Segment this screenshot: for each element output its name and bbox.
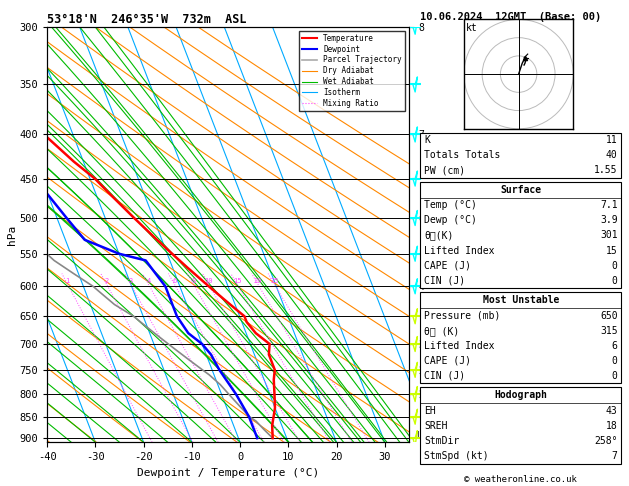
Text: Hodograph: Hodograph [494,390,547,400]
Text: 6: 6 [172,278,177,284]
X-axis label: Dewpoint / Temperature (°C): Dewpoint / Temperature (°C) [137,468,319,478]
Text: 20: 20 [253,278,262,284]
Text: 315: 315 [600,326,618,336]
Text: kt: kt [466,23,478,33]
Y-axis label: km
ASL: km ASL [439,226,460,243]
Text: 301: 301 [600,230,618,241]
Text: 53°18'N  246°35'W  732m  ASL: 53°18'N 246°35'W 732m ASL [47,13,247,26]
Text: 10.06.2024  12GMT  (Base: 00): 10.06.2024 12GMT (Base: 00) [420,12,601,22]
Text: Totals Totals: Totals Totals [424,150,500,160]
Y-axis label: hPa: hPa [7,225,16,244]
Text: 0: 0 [612,276,618,286]
Text: 0: 0 [612,356,618,366]
Text: StmSpd (kt): StmSpd (kt) [424,451,489,461]
Text: CAPE (J): CAPE (J) [424,260,471,271]
Text: θᴄ (K): θᴄ (K) [424,326,459,336]
Text: 8: 8 [191,278,196,284]
Text: K: K [424,135,430,145]
Text: LCL: LCL [416,431,431,440]
Text: Most Unstable: Most Unstable [482,295,559,305]
Text: θᴄ(K): θᴄ(K) [424,230,454,241]
Text: 25: 25 [270,278,279,284]
Text: 6: 6 [612,341,618,351]
Text: 40: 40 [606,150,618,160]
Text: SREH: SREH [424,421,447,431]
Text: EH: EH [424,406,436,416]
Text: Temp (°C): Temp (°C) [424,200,477,210]
Text: Pressure (mb): Pressure (mb) [424,311,500,321]
Text: Surface: Surface [500,185,542,195]
Legend: Temperature, Dewpoint, Parcel Trajectory, Dry Adiabat, Wet Adiabat, Isotherm, Mi: Temperature, Dewpoint, Parcel Trajectory… [299,31,405,111]
Text: CAPE (J): CAPE (J) [424,356,471,366]
Text: PW (cm): PW (cm) [424,165,465,175]
Text: 15: 15 [233,278,242,284]
Text: 3: 3 [129,278,133,284]
Text: 1: 1 [65,278,70,284]
Text: 0: 0 [612,371,618,381]
Text: Dewp (°C): Dewp (°C) [424,215,477,226]
Text: 7: 7 [612,451,618,461]
Text: 1.55: 1.55 [594,165,618,175]
Text: 258°: 258° [594,436,618,446]
Text: 650: 650 [600,311,618,321]
Text: 43: 43 [606,406,618,416]
Text: StmDir: StmDir [424,436,459,446]
Text: 7.1: 7.1 [600,200,618,210]
Text: Lifted Index: Lifted Index [424,341,494,351]
Text: © weatheronline.co.uk: © weatheronline.co.uk [464,475,577,484]
Text: 2: 2 [104,278,109,284]
Text: CIN (J): CIN (J) [424,371,465,381]
Text: 11: 11 [606,135,618,145]
Text: 4: 4 [147,278,151,284]
Text: Lifted Index: Lifted Index [424,245,494,256]
Text: 3.9: 3.9 [600,215,618,226]
Text: 15: 15 [606,245,618,256]
Text: CIN (J): CIN (J) [424,276,465,286]
Text: 0: 0 [612,260,618,271]
Text: 10: 10 [204,278,213,284]
Text: 18: 18 [606,421,618,431]
